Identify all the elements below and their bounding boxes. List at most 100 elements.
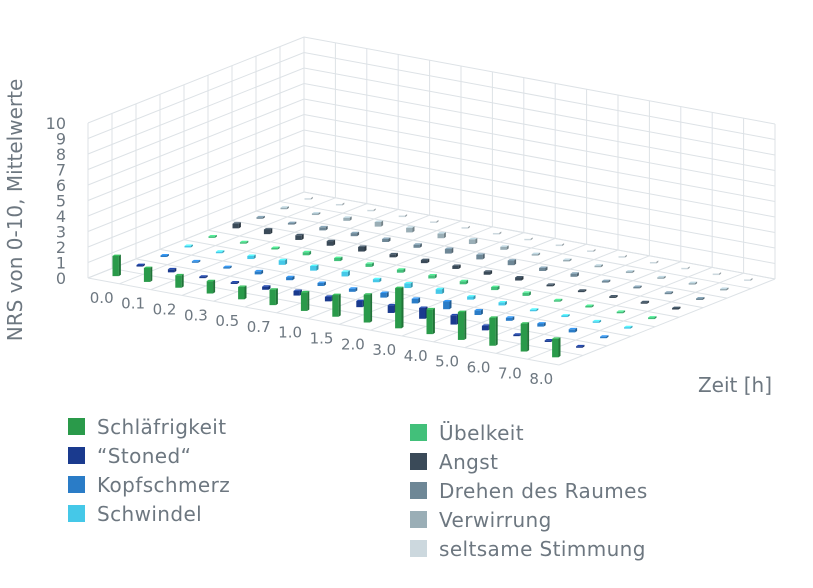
legend-label: Verwirrung: [439, 507, 552, 532]
bar-top-0-0: [112, 254, 121, 256]
bar-top-4-10: [522, 291, 531, 293]
bar-top-4-11: [553, 298, 563, 301]
x-tick-label: 0.7: [247, 318, 271, 336]
bar-top-8-1: [335, 202, 345, 204]
bar-side-7-6: [475, 237, 478, 245]
gridline-floor-time: [370, 243, 587, 331]
bar-side-5-13: [647, 300, 650, 304]
bar-top-1-10: [450, 313, 459, 316]
bar-side-6-8: [514, 259, 517, 266]
bar-top-6-12: [633, 285, 642, 287]
bar-2-1: [191, 261, 199, 263]
bar-top-0-1: [143, 266, 153, 268]
bar-top-4-13: [616, 310, 626, 312]
bar-8-13: [712, 273, 720, 276]
bar-side-3-4: [316, 264, 319, 271]
bar-side-0-1: [150, 266, 153, 282]
bar-7-12: [657, 277, 664, 279]
y-tick-label: 7: [56, 161, 66, 180]
bar-top-4-14: [648, 316, 657, 318]
bar-3-10: [498, 302, 505, 306]
bar-side-7-0: [286, 206, 289, 210]
bar-side-6-3: [357, 231, 360, 237]
gridline-horizontal: [87, 191, 776, 280]
bar-top-7-2: [343, 216, 352, 218]
gridline-horizontal: [87, 67, 776, 156]
legend-swatch: [68, 418, 85, 435]
gridline-horizontal: [87, 175, 776, 264]
legend-item: Schläfrigkeit: [68, 412, 230, 441]
bar-6-10: [570, 273, 577, 277]
bar-0-4: [238, 286, 245, 300]
bar-side-4-6: [403, 268, 406, 273]
bar-top-7-14: [720, 287, 729, 289]
bar-2-11: [505, 317, 513, 321]
bar-side-8-4: [436, 219, 439, 223]
x-tick-label: 1.0: [278, 324, 302, 342]
bar-4-12: [585, 305, 592, 308]
bar-side-3-11: [536, 308, 539, 312]
bar-2-14: [600, 336, 607, 339]
bar-side-3-5: [347, 270, 350, 277]
bar-6-6: [444, 248, 452, 254]
bar-7-7: [500, 246, 507, 250]
x-tick-label: 0.0: [90, 289, 114, 307]
y-tick-label: 0: [56, 269, 66, 288]
bar-top-2-6: [348, 287, 358, 289]
bar-top-3-1: [215, 250, 225, 252]
bar-top-8-10: [618, 254, 627, 257]
bar-side-1-14: [582, 344, 585, 348]
bar-6-11: [601, 281, 609, 283]
bar-top-8-2: [367, 208, 376, 210]
bar-5-9: [515, 277, 522, 281]
bar-1-6: [324, 296, 332, 302]
bar-side-1-1: [174, 267, 177, 273]
bar-2-12: [537, 323, 544, 327]
bar-side-3-14: [630, 325, 633, 329]
bar-side-1-2: [205, 275, 208, 279]
bar-top-6-10: [570, 272, 579, 274]
y-tick-label: 5: [56, 192, 66, 211]
legend-swatch: [410, 540, 427, 557]
bar-top-2-0: [160, 254, 169, 256]
bar-side-4-9: [497, 285, 500, 291]
bar-top-1-5: [293, 289, 302, 291]
bar-3-14: [624, 327, 631, 329]
bar-side-0-11: [464, 310, 467, 340]
bar-side-8-3: [405, 214, 408, 218]
bar-5-13: [640, 302, 648, 304]
bar-side-3-8: [442, 287, 445, 294]
bar-1-13: [544, 340, 552, 342]
legend-item: “Stoned“: [68, 441, 230, 470]
bar-2-0: [160, 255, 167, 258]
bar-side-3-1: [222, 250, 225, 254]
bar-top-2-4: [286, 275, 295, 278]
bar-side-0-8: [370, 293, 373, 323]
bar-top-8-4: [430, 219, 439, 222]
bar-top-3-7: [404, 282, 413, 284]
bar-side-0-9: [401, 286, 404, 329]
bar-side-7-14: [726, 287, 729, 291]
bar-3-2: [247, 255, 254, 260]
bar-side-4-5: [371, 262, 374, 267]
bar-8-9: [587, 250, 594, 252]
bar-5-0: [232, 223, 239, 229]
bar-7-8: [531, 254, 539, 256]
legend-swatch: [410, 424, 427, 441]
x-tick-label: 0.2: [153, 301, 177, 319]
bar-side-0-13: [527, 322, 530, 352]
bar-top-5-1: [263, 228, 273, 230]
bar-5-6: [420, 260, 428, 264]
bar-top-0-2: [175, 273, 184, 276]
bar-top-8-9: [587, 248, 596, 251]
bar-top-6-1: [287, 221, 297, 224]
bar-6-0: [256, 217, 263, 219]
y-tick-label: 4: [56, 207, 66, 226]
legend-swatch: [410, 482, 427, 499]
bar-side-5-4: [364, 245, 367, 252]
bar-side-7-4: [412, 226, 415, 233]
bar-side-5-11: [584, 289, 587, 293]
bar-side-4-10: [528, 291, 531, 296]
bar-top-8-8: [555, 243, 565, 245]
